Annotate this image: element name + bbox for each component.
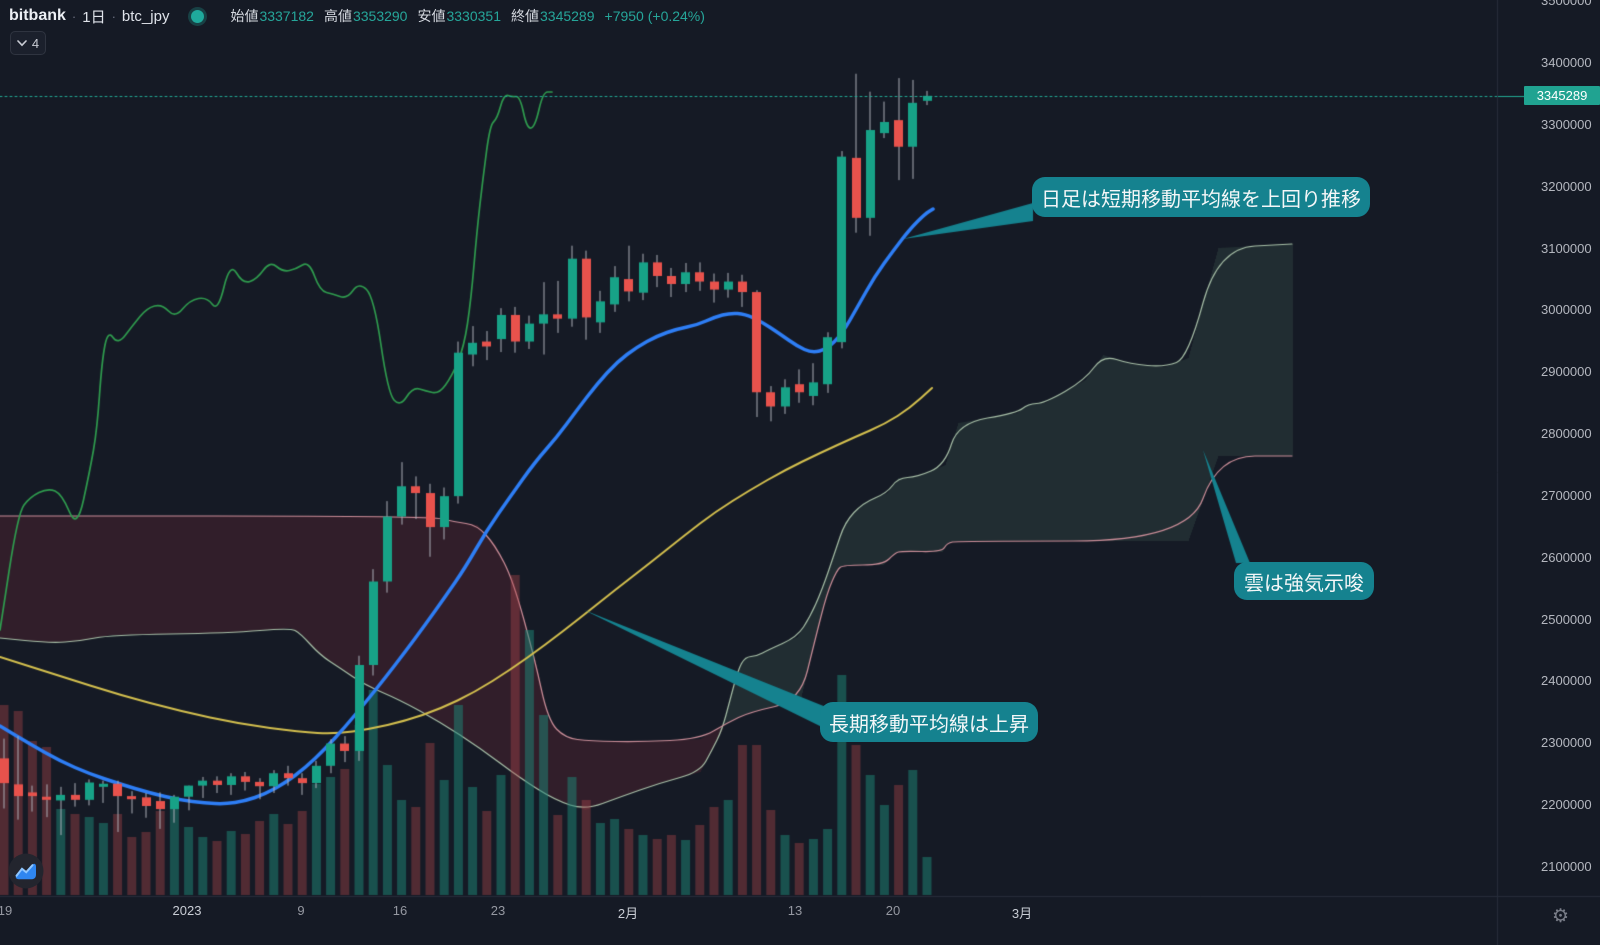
price-tick-label: 2100000 <box>1541 859 1592 874</box>
time-tick-label: 13 <box>787 903 803 918</box>
price-tick-label: 2700000 <box>1541 487 1592 503</box>
annotation-short-ma: 日足は短期移動平均線を上回り推移 <box>1032 177 1370 217</box>
open-value: 始値3337182 <box>230 8 314 24</box>
price-tick-label: 3300000 <box>1541 116 1592 132</box>
close-value: 終値3345289 <box>511 8 595 24</box>
settings-gear-icon[interactable]: ⚙ <box>1552 906 1570 927</box>
time-tick-label: 2月 <box>617 906 639 921</box>
low-value: 安値3330351 <box>417 8 501 24</box>
price-tick-label: 2500000 <box>1541 611 1592 627</box>
indicator-count: 4 <box>31 35 40 51</box>
symbol-name[interactable]: bitbank <box>9 7 66 24</box>
time-tick-label: 19 <box>0 903 13 918</box>
market-status-icon <box>191 9 205 23</box>
price-tick-label: 2400000 <box>1541 673 1592 689</box>
time-tick-label: 16 <box>392 903 408 918</box>
price-tick-label: 3400000 <box>1541 55 1592 70</box>
price-tick-label: 2900000 <box>1541 364 1592 380</box>
separator-dot: · <box>111 8 116 24</box>
price-tick-label: 3000000 <box>1541 302 1592 318</box>
time-tick-label: 3月 <box>1011 906 1033 921</box>
time-tick-label: 20 <box>885 903 901 918</box>
time-tick-label: 23 <box>490 903 506 918</box>
time-tick-label: 2023 <box>172 903 202 918</box>
last-price-badge: 3345289 <box>1524 86 1600 106</box>
pair-label[interactable]: btc_jpy <box>121 7 170 25</box>
symbol-legend: bitbank · 1日 · btc_jpy 始値3337182 高値33532… <box>9 5 705 27</box>
price-tick-label: 2800000 <box>1541 426 1592 442</box>
bitbank-logo-icon <box>7 852 45 895</box>
separator-dot: · <box>71 8 77 24</box>
indicators-collapse-button[interactable]: 4 <box>10 31 46 55</box>
annotation-cloud: 雲は強気示唆 <box>1234 562 1374 600</box>
price-tick-label: 3100000 <box>1541 240 1592 256</box>
ohlc-values: 始値3337182 高値3353290 安値3330351 終値3345289 <box>230 6 604 26</box>
price-tick-label: 3500000 <box>1541 0 1592 9</box>
change-label: +7950 (+0.24%) <box>604 8 705 24</box>
price-tick-label: 2200000 <box>1541 797 1592 813</box>
time-tick-label: 9 <box>297 903 305 918</box>
chevron-down-icon <box>17 39 27 47</box>
interval-label[interactable]: 1日 <box>82 8 106 26</box>
annotation-long-ma: 長期移動平均線は上昇 <box>820 702 1038 742</box>
price-tick-label: 2300000 <box>1541 735 1592 751</box>
high-value: 高値3353290 <box>323 8 408 24</box>
price-tick-label: 3200000 <box>1541 178 1592 194</box>
price-tick-label: 2600000 <box>1541 549 1592 565</box>
